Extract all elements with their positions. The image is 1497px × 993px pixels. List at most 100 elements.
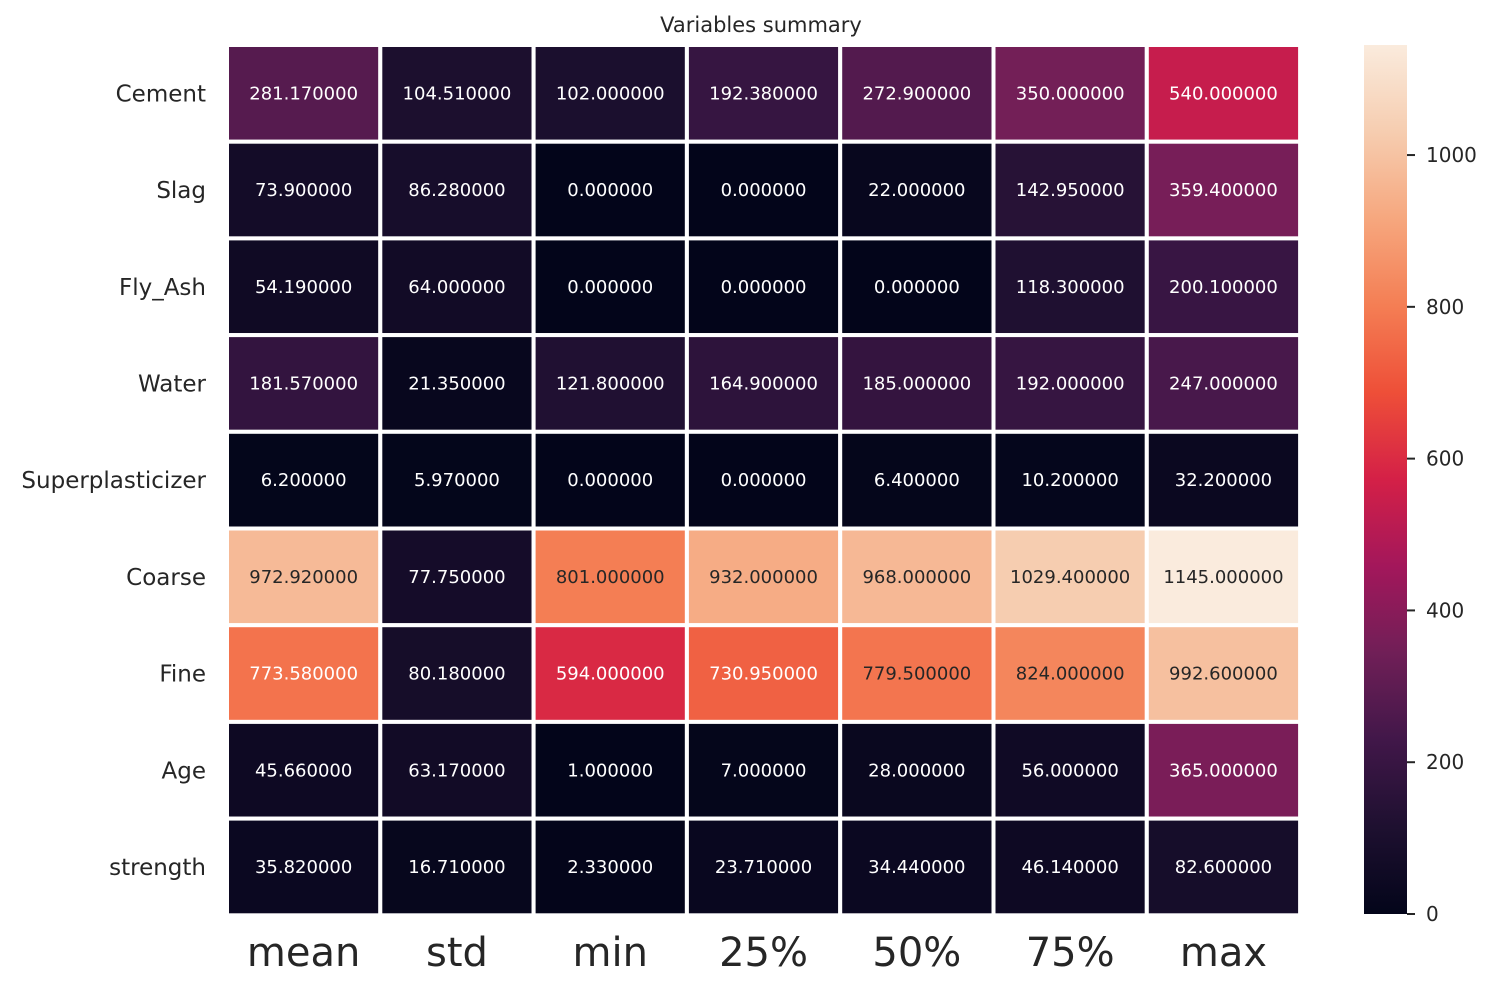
cell-annotation: 46.140000 (1021, 857, 1118, 878)
cell-annotation: 247.000000 (1169, 373, 1278, 394)
heatmap-cell (378, 719, 536, 821)
cell-annotation: 142.950000 (1016, 180, 1125, 201)
heatmap-cell (991, 719, 1149, 821)
cell-annotation: 35.820000 (255, 857, 352, 878)
heatmap-cell (225, 429, 383, 531)
heatmap-cell (225, 139, 383, 241)
cell-annotation: 365.000000 (1169, 760, 1278, 781)
column-label: max (1180, 930, 1267, 976)
column-label: 50% (872, 930, 961, 976)
cell-annotation: 272.900000 (862, 83, 971, 104)
cell-annotation: 102.000000 (556, 83, 665, 104)
cell-annotation: 185.000000 (862, 373, 971, 394)
heatmap-cell (991, 816, 1149, 918)
cell-annotation: 32.200000 (1175, 470, 1272, 491)
heatmap-cell (225, 816, 383, 918)
cell-annotation: 5.970000 (414, 470, 500, 491)
cell-annotation: 0.000000 (721, 470, 807, 491)
heatmap-cell (1144, 139, 1303, 241)
row-label: Age (162, 758, 206, 784)
cell-annotation: 0.000000 (567, 180, 653, 201)
cell-annotation: 932.000000 (709, 567, 818, 588)
cell-annotation: 23.710000 (715, 857, 812, 878)
heatmap-cell (531, 236, 689, 338)
cell-annotation: 730.950000 (709, 664, 818, 685)
cell-annotation: 80.180000 (408, 664, 505, 685)
cell-annotation: 82.600000 (1175, 857, 1272, 878)
colorbar-tick-label: 600 (1426, 447, 1464, 471)
cell-annotation: 192.000000 (1016, 373, 1125, 394)
colorbar-ticks: 0 200 400 600 800 1000 (1407, 143, 1477, 926)
column-label: std (426, 930, 488, 976)
cell-annotation: 118.300000 (1016, 277, 1125, 298)
cell-annotation: 181.570000 (249, 373, 358, 394)
cell-annotation: 2.330000 (567, 857, 653, 878)
cell-annotation: 10.200000 (1021, 470, 1118, 491)
cell-annotation: 54.190000 (255, 277, 352, 298)
colorbar-tick-label: 0 (1426, 902, 1439, 926)
heatmap-cell (378, 333, 536, 434)
colorbar-tick-label: 400 (1426, 598, 1464, 622)
cell-annotation: 1145.000000 (1163, 567, 1283, 588)
cell-annotation: 281.170000 (249, 83, 358, 104)
cell-annotation: 64.000000 (408, 277, 505, 298)
cell-annotation: 34.440000 (868, 857, 965, 878)
heatmap-cell (531, 816, 689, 918)
heatmap-cell (378, 236, 536, 338)
chart-title: Variables summary (660, 13, 862, 37)
column-labels: mean std min 25% 50% 75% max (247, 930, 1267, 976)
colorbar-tick-label: 1000 (1426, 143, 1477, 167)
row-label: Cement (116, 81, 206, 107)
cell-annotation: 0.000000 (567, 470, 653, 491)
cell-annotation: 22.000000 (868, 180, 965, 201)
heatmap-cell (991, 236, 1149, 338)
cell-annotation: 86.280000 (408, 180, 505, 201)
row-label: Fine (159, 662, 206, 688)
colorbar-tick-label: 200 (1426, 750, 1464, 774)
heatmap-cell (225, 43, 383, 144)
cell-annotation: 16.710000 (408, 857, 505, 878)
cell-annotation: 56.000000 (1021, 760, 1118, 781)
cell-annotation: 164.900000 (709, 373, 818, 394)
column-label: mean (247, 930, 360, 976)
cell-annotation: 0.000000 (721, 180, 807, 201)
heatmap-cell (378, 526, 536, 628)
cell-annotation: 7.000000 (721, 760, 807, 781)
cell-annotation: 0.000000 (874, 277, 960, 298)
cell-annotation: 992.600000 (1169, 664, 1278, 685)
cell-annotation: 73.900000 (255, 180, 352, 201)
row-label: strength (109, 855, 206, 881)
heatmap-cell (225, 719, 383, 821)
heatmap-cell (838, 236, 996, 338)
heatmap-cell (1144, 816, 1303, 918)
heatmap-cell (838, 816, 996, 918)
cell-annotation: 192.380000 (709, 83, 818, 104)
cell-annotation: 801.000000 (556, 567, 665, 588)
cell-annotation: 6.400000 (874, 470, 960, 491)
row-label: Water (138, 371, 207, 397)
heatmap-cell (225, 333, 383, 434)
cell-annotation: 28.000000 (868, 760, 965, 781)
cell-annotation: 63.170000 (408, 760, 505, 781)
colorbar-tick-label: 800 (1426, 295, 1464, 319)
cell-annotation: 21.350000 (408, 373, 505, 394)
row-labels: Cement Slag Fly_Ash Water Superplasticizer Co… (21, 81, 206, 881)
cell-annotation: 0.000000 (721, 277, 807, 298)
cell-annotation: 773.580000 (249, 664, 358, 685)
heatmap-cells: 281.170000 104.510000 102.000000 192.380000… (225, 43, 1303, 918)
row-label: Slag (156, 178, 206, 204)
column-label: 25% (719, 930, 808, 976)
cell-annotation: 359.400000 (1169, 180, 1278, 201)
heatmap-cell (531, 429, 689, 531)
heatmap-cell (838, 719, 996, 821)
cell-annotation: 824.000000 (1016, 664, 1125, 685)
row-label: Superplasticizer (21, 468, 206, 494)
column-label: min (573, 930, 648, 976)
cell-annotation: 540.000000 (1169, 83, 1278, 104)
heatmap-cell (991, 43, 1149, 144)
cell-annotation: 779.500000 (862, 664, 971, 685)
heatmap-cell (684, 623, 843, 724)
cell-annotation: 104.510000 (403, 83, 512, 104)
cell-annotation: 45.660000 (255, 760, 352, 781)
